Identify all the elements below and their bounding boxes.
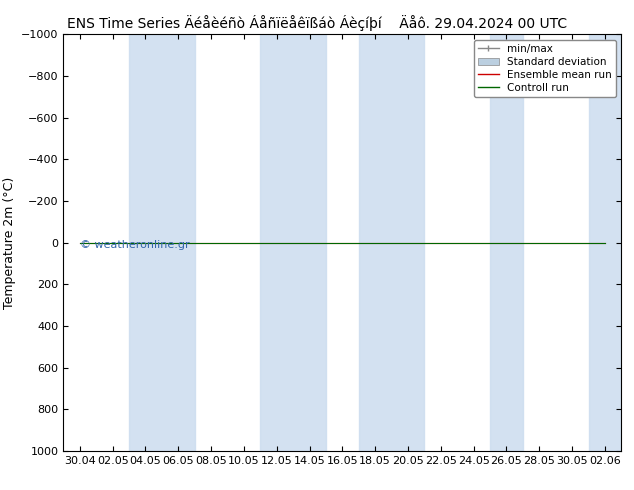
- Bar: [588, 34, 621, 451]
- Bar: [129, 34, 195, 451]
- Bar: [490, 34, 523, 451]
- Bar: [359, 34, 424, 451]
- Bar: [261, 34, 326, 451]
- Text: ENS Time Series Äéåèéñò Áåñïëåêïßáò Áèçíþí    Äåô. 29.04.2024 00 UTC: ENS Time Series Äéåèéñò Áåñïëåêïßáò Áèçí…: [67, 15, 567, 31]
- Y-axis label: Temperature 2m (°C): Temperature 2m (°C): [3, 176, 16, 309]
- Text: © weatheronline.gr: © weatheronline.gr: [80, 241, 190, 250]
- Legend: min/max, Standard deviation, Ensemble mean run, Controll run: min/max, Standard deviation, Ensemble me…: [474, 40, 616, 97]
